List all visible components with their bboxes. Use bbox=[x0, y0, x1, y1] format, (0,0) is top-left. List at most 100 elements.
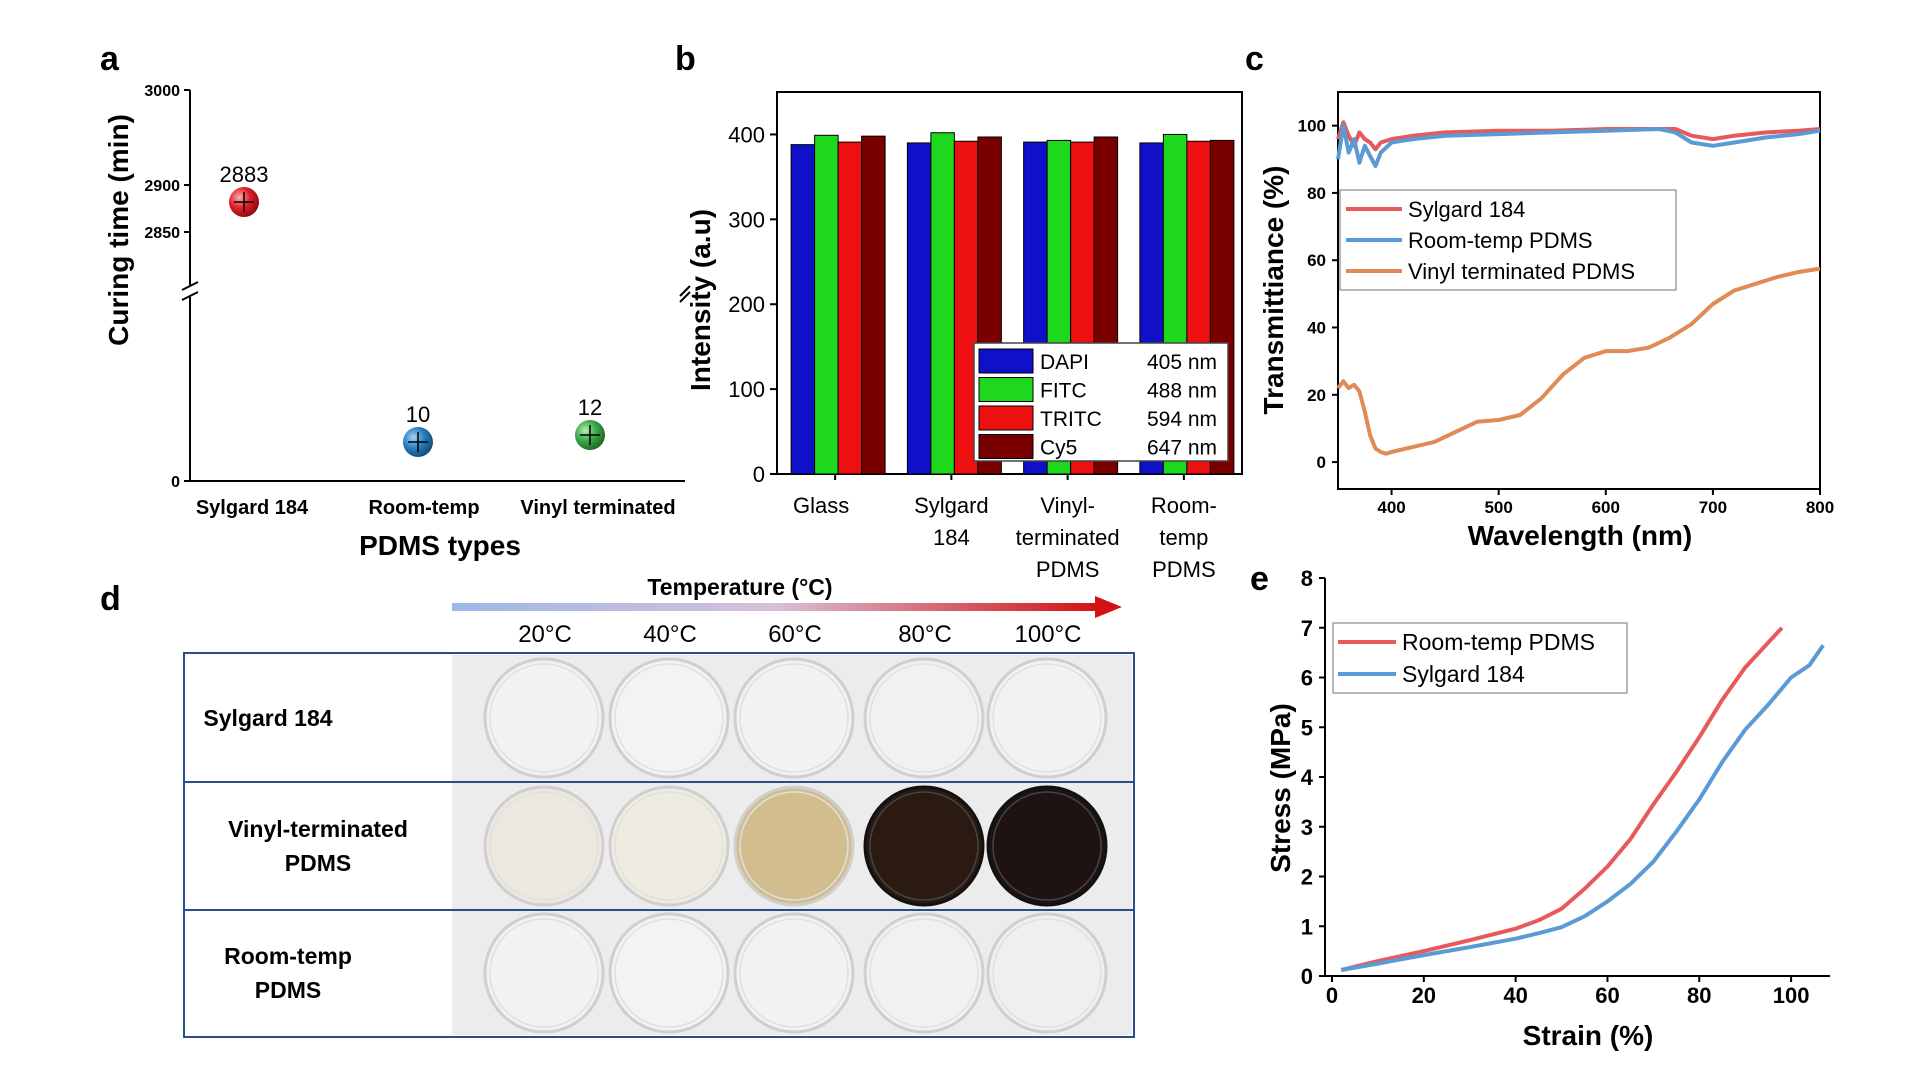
d-petri-dish-rim bbox=[992, 918, 1102, 1028]
d-rows: Sylgard 184 Vinyl-terminated PDMS Room-temp… bbox=[203, 657, 1108, 1034]
b-legend-wavelength: 488 nm bbox=[1147, 380, 1217, 403]
e-x-tick-label: 20 bbox=[1412, 983, 1436, 1008]
e-x-tick-label: 100 bbox=[1773, 983, 1810, 1008]
c-legend-label: Vinyl terminated PDMS bbox=[1408, 259, 1635, 284]
e-legend-label: Sylgard 184 bbox=[1402, 661, 1525, 687]
a-data-label: 10 bbox=[406, 402, 430, 427]
d-temperature-tick: 60°C bbox=[768, 621, 822, 648]
a-axis-break-mark bbox=[181, 291, 199, 301]
b-legend-swatch bbox=[978, 405, 1034, 431]
c-y-tick-label: 100 bbox=[1298, 117, 1326, 136]
d-petri-dish bbox=[483, 912, 605, 1034]
b-legend-swatch bbox=[978, 348, 1034, 374]
c-x-tick-label: 700 bbox=[1699, 498, 1727, 517]
d-temperature-tick: 100°C bbox=[1015, 621, 1082, 648]
d-temperature-tick: 20°C bbox=[518, 621, 572, 648]
d-temperature-tick: 80°C bbox=[898, 621, 952, 648]
b-y-ticks: 0 100 200 300 400 bbox=[728, 122, 777, 487]
b-y-tick-label: 100 bbox=[728, 377, 765, 402]
d-row-label: PDMS bbox=[285, 850, 351, 876]
d-petri-dish-rim bbox=[614, 663, 724, 773]
b-y-tick-label: 400 bbox=[728, 122, 765, 147]
d-petri-dish bbox=[608, 912, 730, 1034]
d-petri-dish-rim bbox=[614, 791, 724, 901]
e-ticks: 0 20 40 60 80 100 0 1 2 3 4 5 6 7 8 bbox=[1301, 566, 1830, 1008]
d-petri-dish-rim bbox=[869, 791, 979, 901]
c-plot-frame bbox=[1337, 91, 1821, 490]
d-table-frame bbox=[183, 652, 1135, 1038]
b-legend: DAPI 405 nm FITC 488 nm TRITC 594 nm Cy5 647 nm bbox=[973, 342, 1229, 462]
d-petri-dish bbox=[863, 912, 985, 1034]
c-series-line bbox=[1336, 266, 1821, 456]
b-x-tick-label: Room- bbox=[1151, 493, 1217, 518]
e-y-tick-label: 5 bbox=[1301, 715, 1313, 740]
panel-a: a Curing time (min) PDMS types 3000 2900… bbox=[100, 40, 685, 561]
b-x-labels: Glass Sylgard 184 Vinyl-terminated PDMS Room-… bbox=[793, 474, 1217, 582]
e-x-axis-title: Strain (%) bbox=[1523, 1020, 1654, 1051]
e-legend-label: Room-temp PDMS bbox=[1402, 629, 1595, 655]
d-petri-dish-rim bbox=[869, 918, 979, 1028]
c-y-axis-title: Transmittiance (%) bbox=[1258, 166, 1289, 415]
e-y-axis-title: Stress (MPa) bbox=[1265, 703, 1296, 873]
e-y-tick-label: 3 bbox=[1301, 815, 1313, 840]
b-x-tick-label: Sylgard bbox=[914, 493, 989, 518]
a-x-axis-title: PDMS types bbox=[359, 530, 521, 561]
e-y-tick-label: 2 bbox=[1301, 865, 1313, 890]
d-petri-dish-rim bbox=[739, 918, 849, 1028]
d-row-label: Sylgard 184 bbox=[203, 705, 332, 731]
e-lines bbox=[1340, 626, 1825, 972]
d-petri-dish bbox=[483, 657, 605, 779]
b-legend-label: Cy5 bbox=[1040, 437, 1077, 460]
e-legend-box bbox=[1332, 622, 1628, 694]
b-y-tick-label: 300 bbox=[728, 207, 765, 232]
d-petri-dish bbox=[608, 657, 730, 779]
c-lines bbox=[1336, 120, 1821, 456]
panel-letter-e: e bbox=[1250, 560, 1269, 598]
panel-letter-c: c bbox=[1245, 40, 1264, 78]
a-axis-break-mark bbox=[181, 281, 199, 291]
b-legend-swatch bbox=[978, 377, 1034, 402]
c-x-tick-label: 400 bbox=[1377, 498, 1405, 517]
b-x-tick-label: PDMS bbox=[1036, 557, 1100, 582]
b-plot-frame bbox=[776, 91, 1243, 475]
c-legend: Sylgard 184 Room-temp PDMS Vinyl terminate… bbox=[1339, 189, 1677, 291]
c-series-line bbox=[1336, 120, 1821, 152]
e-x-tick-label: 60 bbox=[1595, 983, 1619, 1008]
e-y-tick-label: 7 bbox=[1301, 616, 1313, 641]
d-petri-dish bbox=[733, 785, 855, 907]
d-petri-dish bbox=[863, 657, 985, 779]
b-legend-label: DAPI bbox=[1040, 351, 1089, 374]
d-petri-dish-rim bbox=[992, 663, 1102, 773]
d-row-label: PDMS bbox=[255, 977, 321, 1003]
b-x-tick-label: PDMS bbox=[1152, 557, 1216, 582]
panel-letter-d: d bbox=[100, 580, 121, 618]
d-petri-dish-rim bbox=[489, 791, 599, 901]
b-bar-dapi bbox=[906, 142, 932, 475]
d-temperature-arrow-head bbox=[1095, 596, 1122, 618]
e-series-line bbox=[1340, 644, 1825, 972]
c-legend-label: Sylgard 184 bbox=[1408, 197, 1525, 222]
e-x-tick-label: 0 bbox=[1326, 983, 1338, 1008]
b-x-tick-label: 184 bbox=[933, 525, 970, 550]
d-petri-dish bbox=[608, 785, 730, 907]
d-temperature-arrow-bar bbox=[452, 603, 1100, 611]
b-x-tick-label: terminated bbox=[1016, 525, 1120, 550]
b-y-axis-title: Intensity (a.u) bbox=[685, 209, 716, 391]
a-data-label: 12 bbox=[578, 395, 602, 420]
d-petri-dish bbox=[986, 657, 1108, 779]
e-y-tick-label: 0 bbox=[1301, 964, 1313, 989]
e-x-tick-label: 40 bbox=[1503, 983, 1527, 1008]
d-petri-dish bbox=[733, 912, 855, 1034]
b-legend-swatch bbox=[978, 434, 1034, 459]
c-y-tick-label: 0 bbox=[1317, 453, 1326, 472]
a-y-tick-label: 3000 bbox=[144, 83, 180, 100]
d-petri-dish bbox=[733, 657, 855, 779]
c-series-line bbox=[1336, 123, 1821, 168]
d-petri-dish bbox=[863, 785, 985, 907]
a-y-tick-label: 0 bbox=[171, 474, 180, 491]
c-y-tick-label: 60 bbox=[1307, 251, 1326, 270]
d-petri-dish-rim bbox=[489, 918, 599, 1028]
d-petri-dish-rim bbox=[739, 663, 849, 773]
d-petri-dish-rim bbox=[739, 791, 849, 901]
